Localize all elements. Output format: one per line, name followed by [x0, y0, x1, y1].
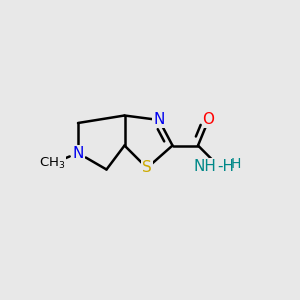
Text: -H: -H — [218, 159, 235, 174]
Text: N: N — [153, 112, 165, 128]
Text: NH: NH — [193, 159, 216, 174]
Text: N: N — [72, 146, 84, 160]
Text: CH$_3$: CH$_3$ — [39, 156, 66, 171]
Text: O: O — [202, 112, 214, 128]
Text: S: S — [142, 160, 152, 175]
Text: H: H — [230, 157, 241, 170]
